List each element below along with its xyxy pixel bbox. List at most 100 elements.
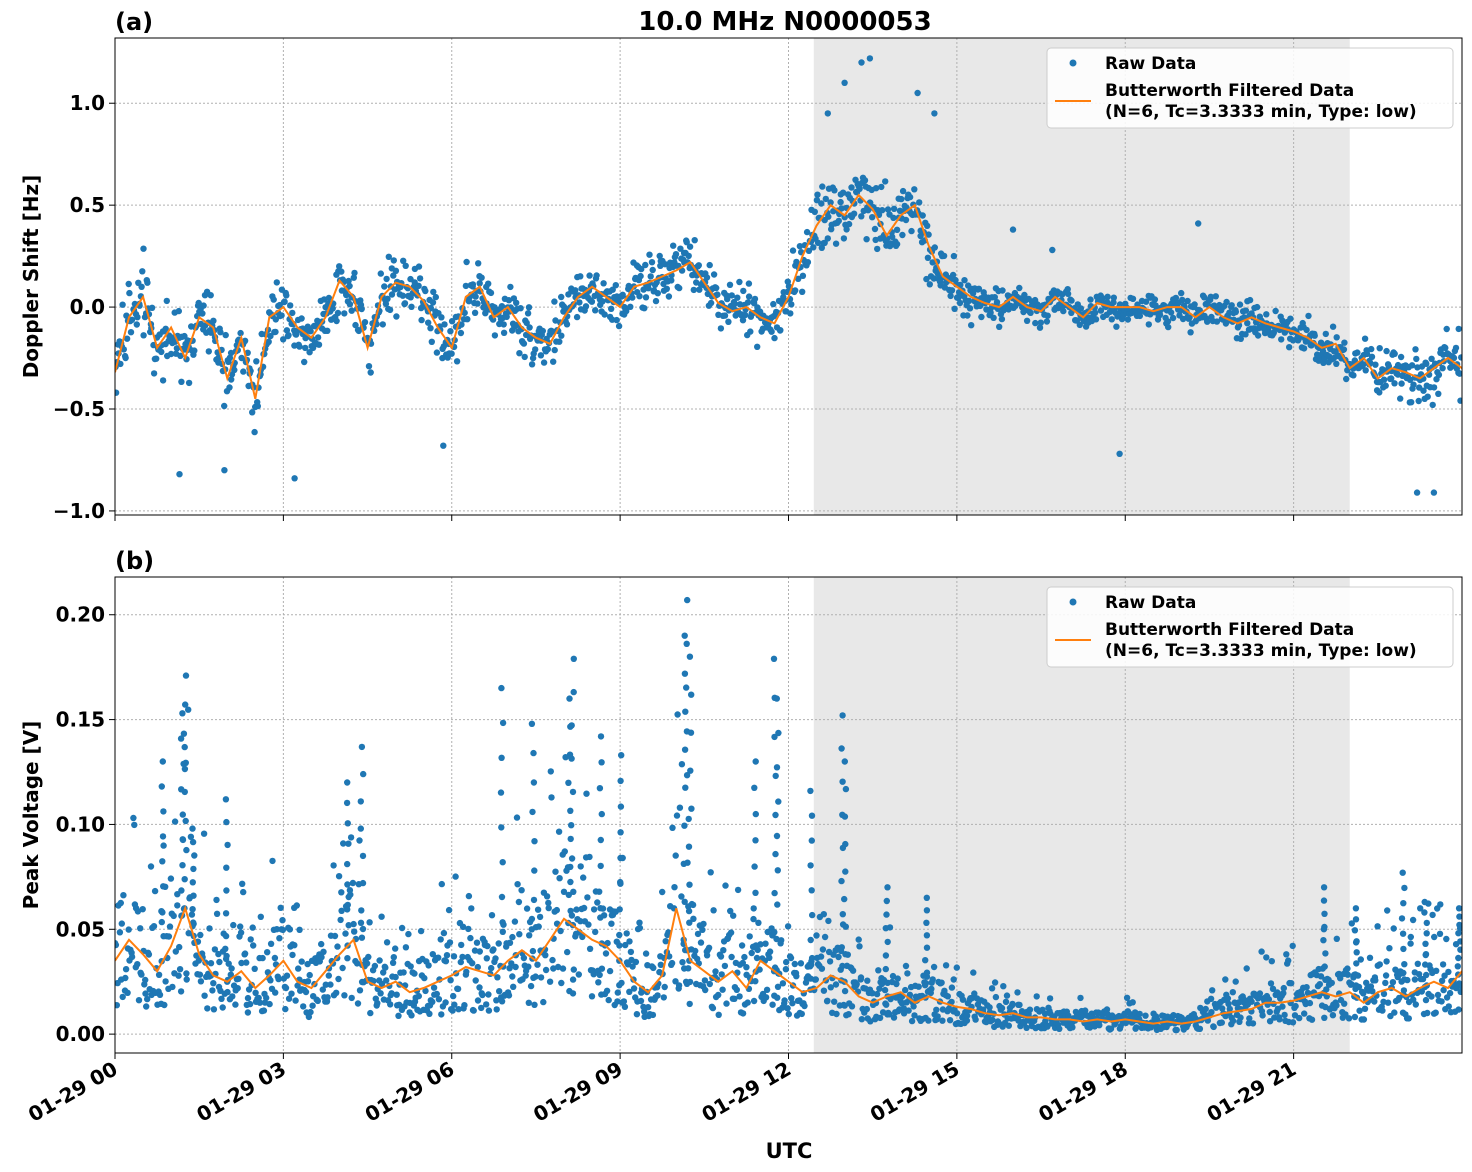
raw-data-point: [177, 735, 185, 742]
raw-data-point: [566, 695, 573, 702]
raw-data-point: [619, 291, 626, 298]
raw-data-point: [1265, 996, 1273, 1003]
raw-data-point: [1129, 295, 1137, 302]
raw-data-point: [681, 746, 689, 753]
raw-data-point: [819, 946, 827, 953]
raw-data-point: [1430, 489, 1438, 496]
raw-data-point: [507, 283, 514, 291]
raw-data-point: [889, 972, 897, 980]
raw-data-point: [825, 917, 832, 925]
raw-data-point: [542, 966, 550, 974]
raw-data-point: [1321, 910, 1328, 917]
raw-data-point: [144, 279, 151, 286]
raw-data-point: [1091, 309, 1099, 316]
raw-data-point: [597, 733, 605, 740]
raw-data-point: [210, 980, 217, 987]
raw-data-point: [1401, 976, 1408, 983]
raw-data-point: [681, 822, 688, 829]
raw-data-point: [1280, 990, 1287, 997]
raw-data-point: [608, 305, 615, 312]
raw-data-point: [924, 222, 931, 229]
raw-data-point: [377, 270, 384, 277]
raw-data-point: [367, 1009, 374, 1017]
raw-data-point: [525, 963, 532, 970]
raw-data-point: [573, 313, 581, 321]
raw-data-point: [1418, 988, 1426, 995]
raw-data-point: [199, 310, 206, 317]
raw-data-point: [1032, 319, 1039, 327]
raw-data-point: [1321, 963, 1328, 970]
raw-data-point: [831, 187, 838, 194]
raw-data-point: [395, 1012, 402, 1019]
raw-data-point: [116, 929, 124, 936]
raw-data-point: [808, 887, 815, 894]
raw-data-point: [672, 852, 679, 859]
panel-label: (b): [115, 547, 154, 575]
raw-data-point: [133, 321, 140, 328]
raw-data-point: [1442, 344, 1449, 352]
raw-data-point: [774, 994, 781, 1001]
raw-data-point: [645, 285, 652, 292]
raw-data-point: [842, 840, 849, 848]
raw-data-point: [751, 863, 758, 870]
x-tick-label: 01-29 12: [697, 1057, 795, 1127]
raw-data-point: [357, 825, 364, 832]
raw-data-point: [884, 206, 892, 213]
raw-data-point: [1322, 330, 1330, 338]
raw-data-point: [333, 989, 340, 996]
raw-data-point: [947, 292, 954, 300]
raw-data-point: [617, 854, 624, 862]
raw-data-point: [923, 275, 930, 283]
raw-data-point: [719, 986, 726, 993]
raw-data-point: [1372, 977, 1379, 984]
raw-data-point: [968, 322, 975, 329]
raw-data-point: [1366, 954, 1374, 961]
raw-data-point: [1398, 380, 1405, 387]
raw-data-point: [525, 304, 533, 311]
raw-data-point: [1237, 335, 1245, 342]
raw-data-point: [286, 926, 294, 933]
raw-data-point: [222, 331, 229, 339]
raw-data-point: [1430, 384, 1438, 391]
raw-data-point: [923, 932, 931, 939]
raw-data-point: [951, 305, 958, 312]
raw-data-point: [352, 321, 359, 329]
raw-data-point: [814, 239, 822, 246]
raw-data-point: [217, 329, 224, 336]
raw-data-point: [512, 963, 519, 971]
raw-data-point: [183, 976, 190, 983]
raw-data-point: [793, 973, 800, 980]
raw-data-point: [616, 931, 623, 939]
raw-data-point: [531, 1001, 538, 1008]
raw-data-point: [267, 940, 275, 947]
raw-data-point: [115, 389, 120, 396]
raw-data-point: [135, 997, 143, 1004]
raw-data-point: [596, 785, 604, 792]
raw-data-point: [346, 301, 354, 308]
raw-data-point: [1266, 1018, 1274, 1025]
raw-data-point: [1341, 339, 1348, 346]
raw-data-point: [948, 984, 956, 991]
raw-data-point: [1056, 1025, 1063, 1033]
raw-data-point: [1322, 950, 1329, 957]
legend-raw-marker: [1069, 59, 1077, 67]
raw-data-point: [598, 759, 605, 766]
raw-data-point: [333, 317, 340, 325]
raw-data-point: [221, 467, 228, 474]
raw-data-point: [925, 231, 932, 238]
raw-data-point: [1202, 1005, 1209, 1013]
raw-data-point: [629, 294, 636, 301]
raw-data-point: [939, 1017, 946, 1024]
raw-data-point: [165, 933, 173, 940]
panel-label: (a): [115, 8, 153, 36]
raw-data-point: [384, 295, 391, 302]
raw-data-point: [1356, 1007, 1363, 1014]
raw-data-point: [779, 980, 787, 987]
raw-data-point: [683, 772, 691, 779]
raw-data-point: [751, 784, 758, 791]
raw-data-point: [433, 990, 440, 998]
raw-data-point: [392, 267, 400, 274]
raw-data-point: [567, 807, 574, 814]
raw-data-point: [1457, 988, 1462, 995]
raw-data-point: [309, 1002, 316, 1009]
